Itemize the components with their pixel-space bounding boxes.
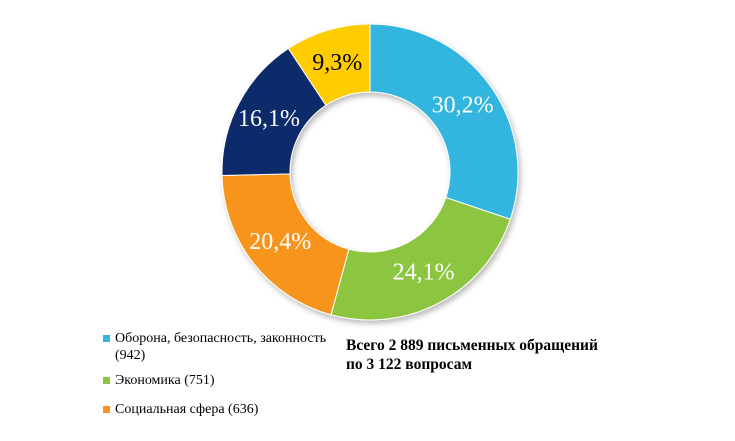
slice-label-defense: 30,2% (432, 92, 494, 118)
legend-label-defense: Оборона, безопасность, законность (115, 331, 327, 346)
slice-economy (330, 196, 511, 321)
legend: Оборона, безопасность, законность (942) … (103, 330, 343, 418)
slice-label-yellow: 9,3% (312, 50, 362, 76)
slice-yellow (287, 23, 371, 106)
legend-label-social: Социальная сфера (636) (115, 402, 259, 417)
legend-label-economy: Экономика (751) (115, 373, 215, 388)
slice-label-economy: 24,1% (393, 260, 455, 286)
slice-social (221, 173, 350, 316)
legend-item-economy: Экономика (751) (103, 372, 343, 389)
legend-swatch-defense (103, 335, 110, 342)
slice-label-social: 20,4% (249, 229, 311, 255)
legend-item-social: Социальная сфера (636) (103, 401, 343, 418)
slice-defense (369, 23, 519, 220)
legend-item-defense: Оборона, безопасность, законность (942) (103, 330, 343, 364)
total-summary: Всего 2 889 письменных обращений по 3 12… (346, 336, 636, 374)
total-summary-line2: по 3 122 вопросам (346, 356, 472, 373)
legend-swatch-social (103, 406, 110, 413)
total-summary-line1: Всего 2 889 письменных обращений (346, 337, 598, 354)
legend-swatch-economy (103, 377, 110, 384)
slice-label-navy: 16,1% (238, 106, 300, 132)
legend-count-defense: (942) (115, 348, 146, 363)
